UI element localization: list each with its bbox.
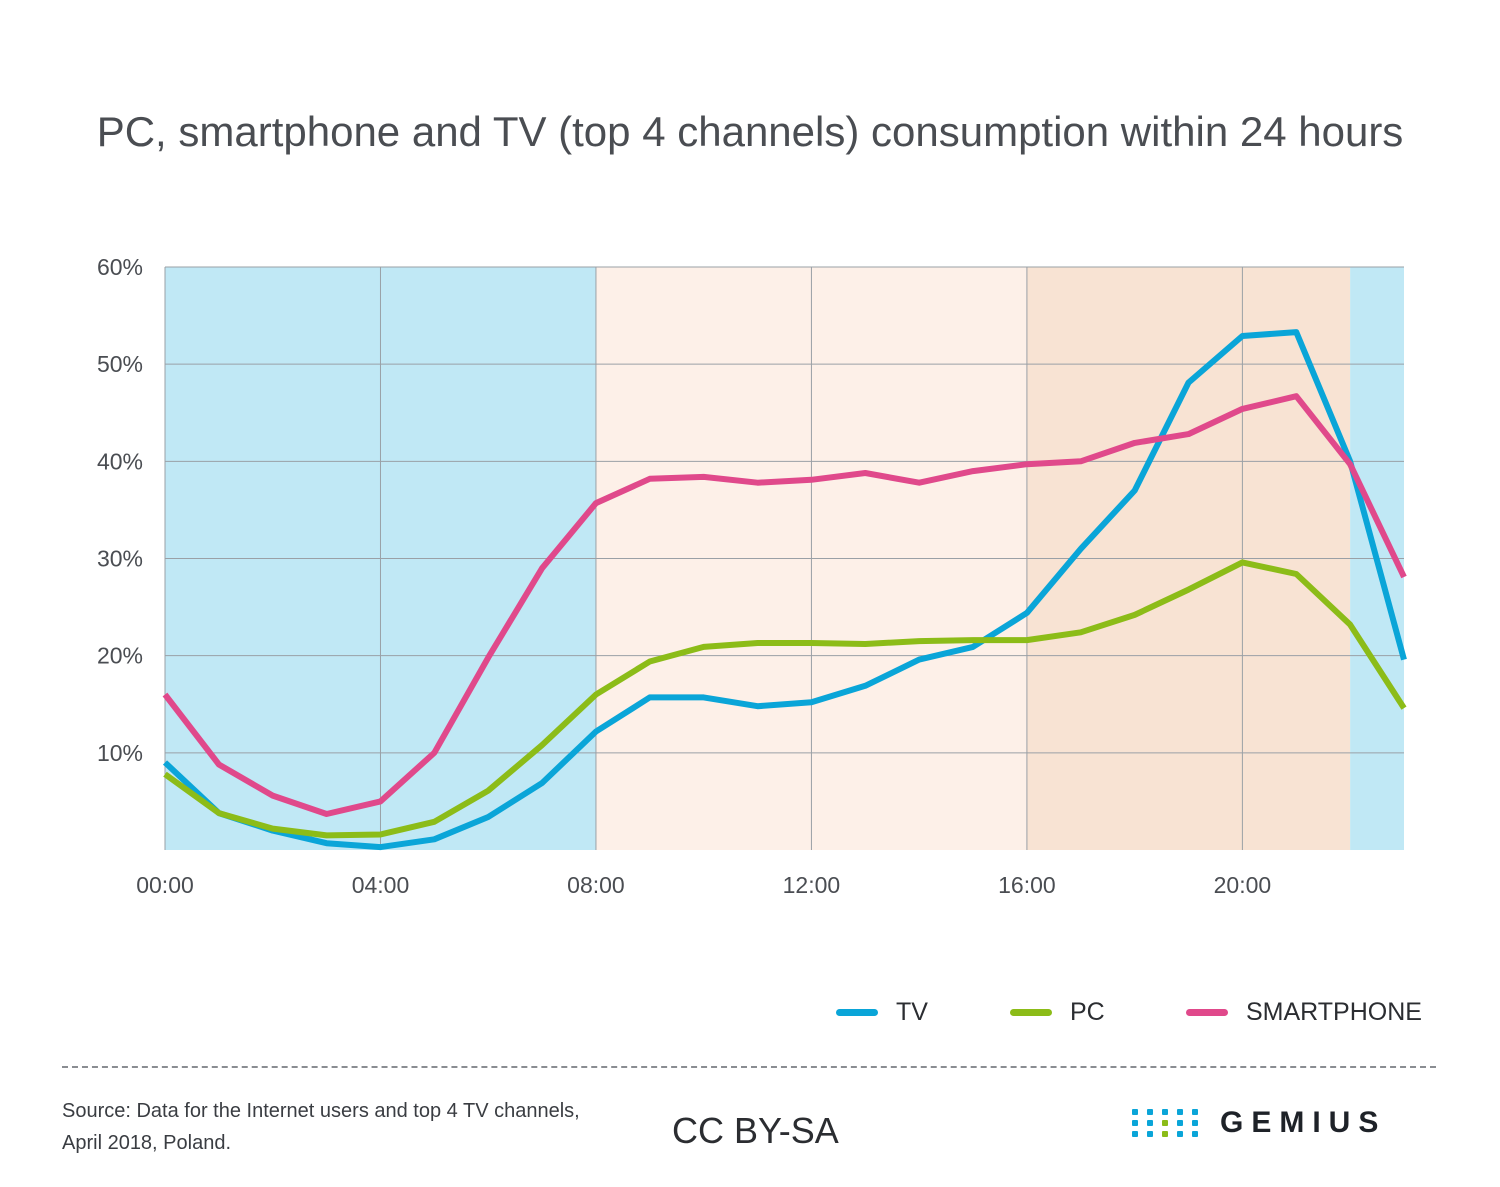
logo-dot: [1132, 1131, 1138, 1137]
x-axis-ticks: 00:00 04:00 08:00 12:00 16:00 20:00: [136, 872, 1271, 898]
source-note: Source: Data for the Internet users and …: [62, 1095, 622, 1159]
y-tick-label: 30%: [97, 546, 143, 572]
y-tick-label: 10%: [97, 740, 143, 766]
y-axis-ticks: 10% 20% 30% 40% 50% 60%: [97, 254, 143, 766]
x-tick-label: 08:00: [567, 872, 625, 898]
y-tick-label: 60%: [97, 254, 143, 280]
source-line-1: Source: Data for the Internet users and …: [62, 1100, 580, 1122]
grid-lines: [164, 266, 1404, 850]
legend-label-pc: PC: [1070, 997, 1105, 1026]
footer-divider: [62, 1066, 1436, 1068]
legend: TV PC SMARTPHONE: [0, 992, 1500, 1032]
legend-swatch-tv: [836, 1008, 878, 1016]
logo-dot: [1177, 1131, 1183, 1137]
logo-dot: [1192, 1109, 1198, 1115]
legend-label-tv: TV: [896, 997, 928, 1026]
x-tick-label: 00:00: [136, 872, 194, 898]
x-tick-label: 20:00: [1214, 872, 1272, 898]
logo-dot: [1177, 1120, 1183, 1126]
logo-dot: [1132, 1109, 1138, 1115]
logo-dot: [1147, 1109, 1153, 1115]
y-tick-label: 20%: [97, 643, 143, 669]
series-lines: [162, 329, 1407, 851]
y-tick-label: 40%: [97, 448, 143, 474]
license-label: CC BY-SA: [672, 1110, 839, 1151]
x-tick-label: 04:00: [352, 872, 410, 898]
logo-dot: [1162, 1120, 1168, 1126]
x-tick-label: 12:00: [783, 872, 841, 898]
logo-dot: [1132, 1120, 1138, 1126]
logo-dot: [1147, 1131, 1153, 1137]
gemius-logo: GEMIUS: [1132, 1106, 1386, 1140]
series-line-smartphone: [162, 393, 1407, 817]
series-line-pc: [163, 559, 1407, 839]
logo-dot: [1162, 1131, 1168, 1137]
logo-wordmark: GEMIUS: [1220, 1106, 1387, 1139]
legend-item-tv: TV: [836, 992, 928, 1032]
legend-swatch-pc: [1010, 1008, 1052, 1016]
source-line-2: April 2018, Poland.: [62, 1132, 232, 1154]
logo-dot: [1177, 1109, 1183, 1115]
legend-item-smartphone: SMARTPHONE: [1186, 992, 1422, 1032]
line-chart: 10% 20% 30% 40% 50% 60% 00:00 04:00 08:00 12:00 1…: [97, 254, 1407, 898]
logo-dot: [1147, 1120, 1153, 1126]
logo-dot: [1192, 1131, 1198, 1137]
legend-swatch-smartphone: [1186, 1008, 1228, 1016]
logo-dots-icon: [1132, 1109, 1198, 1137]
legend-item-pc: PC: [1010, 992, 1105, 1032]
y-tick-label: 50%: [97, 351, 143, 377]
series-line-tv: [162, 329, 1407, 851]
chart-title: PC, smartphone and TV (top 4 channels) c…: [96, 108, 1404, 155]
legend-label-smartphone: SMARTPHONE: [1246, 997, 1422, 1026]
x-tick-label: 16:00: [998, 872, 1056, 898]
logo-dot: [1192, 1120, 1198, 1126]
logo-dot: [1162, 1109, 1168, 1115]
